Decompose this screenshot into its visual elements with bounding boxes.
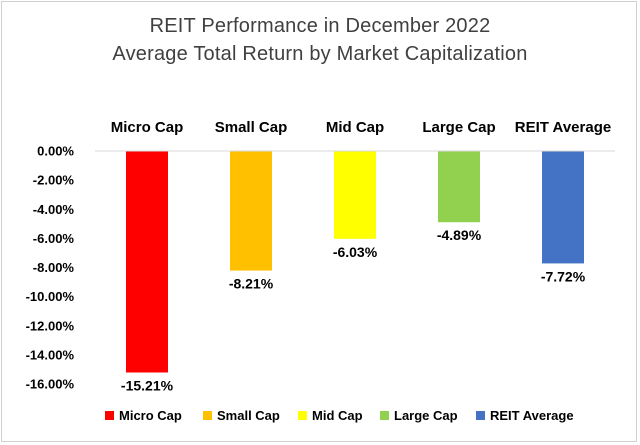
y-tick-label: -14.00%: [26, 347, 75, 362]
category-label: REIT Average: [515, 119, 611, 136]
y-tick-label: -12.00%: [26, 318, 75, 333]
bar: [542, 151, 584, 264]
legend-entry: REIT Average: [490, 408, 574, 423]
y-tick-label: 0.00%: [37, 144, 74, 159]
y-tick-label: -2.00%: [33, 173, 75, 188]
bar: [334, 151, 376, 239]
bar: [126, 151, 168, 373]
legend-entry: Mid Cap: [312, 408, 363, 423]
legend-swatch: [203, 411, 212, 420]
bar: [230, 151, 272, 271]
category-label: Small Cap: [215, 119, 288, 136]
data-label: -4.89%: [437, 227, 482, 243]
y-axis-tick-labels: 0.00% -2.00% -4.00% -6.00% -8.00% -10.00% -12.…: [26, 144, 75, 392]
chart-title-line-1: REIT Performance in December 2022: [149, 15, 491, 37]
data-labels: -15.21% -8.21% -6.03% -4.89% -7.72%: [121, 227, 586, 393]
data-label: -6.03%: [333, 244, 378, 260]
data-label: -7.72%: [541, 268, 586, 284]
chart-title-line-2: Average Total Return by Market Capitaliz…: [112, 43, 528, 65]
category-label: Large Cap: [422, 119, 495, 136]
legend-entry: Large Cap: [394, 408, 458, 423]
y-tick-label: -8.00%: [33, 260, 75, 275]
y-tick-label: -6.00%: [33, 231, 75, 246]
chart-title: REIT Performance in December 2022 Averag…: [0, 12, 640, 68]
legend-swatch: [105, 411, 114, 420]
data-label: -15.21%: [121, 377, 174, 393]
data-label: -8.21%: [229, 276, 274, 292]
legend-swatch: [380, 411, 389, 420]
legend: Micro Cap Small Cap Mid Cap Large Cap REIT A…: [105, 408, 574, 423]
legend-swatch: [476, 411, 485, 420]
category-label: Mid Cap: [326, 119, 384, 136]
y-tick-label: -10.00%: [26, 289, 75, 304]
legend-entry: Micro Cap: [119, 408, 182, 423]
category-label: Micro Cap: [111, 119, 184, 136]
bar: [438, 151, 480, 223]
legend-swatch: [298, 411, 307, 420]
legend-entry: Small Cap: [217, 408, 280, 423]
y-tick-label: -16.00%: [26, 377, 75, 392]
bars: [126, 151, 584, 373]
y-tick-label: -4.00%: [33, 202, 75, 217]
category-labels: Micro Cap Small Cap Mid Cap Large Cap REIT A…: [111, 119, 611, 136]
